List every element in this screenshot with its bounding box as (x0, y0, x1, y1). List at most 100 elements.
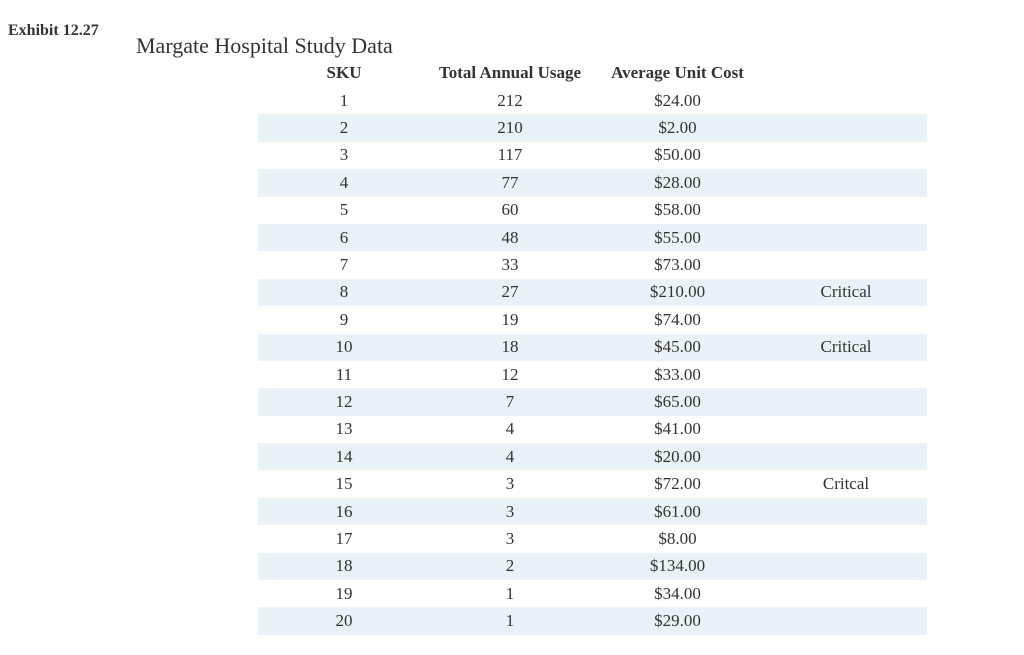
cell-cost: $24.00 (654, 90, 701, 110)
cell-usage: 1 (505, 611, 515, 631)
cell-usage: 60 (501, 200, 519, 220)
cell-sku: 19 (335, 583, 353, 603)
cell-cost: $28.00 (654, 172, 701, 192)
table-row: 1 212 $24.00 (258, 87, 927, 114)
table-row: 12 7 $65.00 (258, 388, 927, 416)
cell-cost: $2.00 (658, 118, 697, 138)
cell-cost: $55.00 (654, 227, 701, 247)
cell-sku: 12 (335, 391, 353, 411)
table-row: 10 18 $45.00 Critical (258, 333, 927, 361)
column-header-cost: Average Unit Cost (611, 63, 744, 82)
cell-note (765, 388, 927, 415)
table-row: 16 3 $61.00 (258, 497, 927, 526)
cell-usage: 3 (505, 474, 515, 494)
cell-note (765, 607, 927, 634)
cell-sku: 2 (339, 118, 349, 138)
cell-note (765, 553, 927, 580)
cell-cost: $72.00 (654, 474, 701, 494)
cell-cost: $61.00 (654, 501, 701, 521)
cell-note (765, 443, 927, 470)
cell-usage: 3 (505, 528, 515, 548)
cell-sku: 14 (335, 446, 353, 466)
cell-note (765, 197, 927, 224)
table-row: 11 12 $33.00 (258, 361, 927, 388)
cell-usage: 4 (505, 419, 515, 439)
cell-note (765, 498, 927, 525)
cell-note (765, 87, 927, 114)
cell-sku: 20 (335, 611, 353, 631)
cell-usage: 19 (501, 309, 519, 329)
cell-usage: 7 (505, 391, 515, 411)
cell-sku: 8 (339, 282, 349, 302)
cell-cost: $41.00 (654, 419, 701, 439)
cell-cost: $58.00 (654, 200, 701, 220)
exhibit-label: Exhibit 12.27 (8, 22, 99, 39)
cell-note (765, 306, 927, 333)
cell-sku: 6 (339, 227, 349, 247)
cell-usage: 117 (497, 145, 523, 165)
cell-cost: $50.00 (654, 145, 701, 165)
cell-note (765, 114, 927, 141)
table-row: 17 3 $8.00 (258, 525, 927, 552)
column-header-usage: Total Annual Usage (438, 63, 582, 82)
cell-sku: 17 (335, 528, 353, 548)
cell-note (765, 416, 927, 443)
cell-cost: $65.00 (654, 391, 701, 411)
column-header-sku: SKU (326, 63, 362, 82)
table-row: 4 77 $28.00 (258, 169, 927, 197)
cell-usage: 33 (501, 255, 519, 275)
cell-note (765, 525, 927, 552)
cell-sku: 13 (335, 419, 353, 439)
cell-note (765, 169, 927, 196)
table-body: 1 212 $24.00 2 210 $2.00 3 117 $50.00 4 … (258, 87, 927, 635)
header-row: SKU Total Annual Usage Average Unit Cost (258, 59, 927, 87)
cell-cost: $45.00 (654, 337, 701, 357)
cell-note: Critical (820, 337, 872, 357)
cell-sku: 15 (335, 474, 353, 494)
cell-cost: $73.00 (654, 255, 701, 275)
cell-sku: 11 (335, 364, 353, 384)
page-title: Margate Hospital Study Data (136, 33, 393, 58)
cell-note (765, 224, 927, 251)
cell-cost: $74.00 (654, 309, 701, 329)
table-row: 5 60 $58.00 (258, 197, 927, 224)
cell-sku: 9 (339, 309, 349, 329)
cell-sku: 4 (339, 172, 349, 192)
cell-usage: 27 (501, 282, 519, 302)
study-data-table: SKU Total Annual Usage Average Unit Cost… (258, 59, 927, 635)
table-row: 8 27 $210.00 Critical (258, 278, 927, 307)
table-row: 13 4 $41.00 (258, 416, 927, 443)
cell-note (765, 251, 927, 278)
table-header: SKU Total Annual Usage Average Unit Cost (258, 59, 927, 87)
cell-usage: 12 (501, 364, 519, 384)
table-row: 15 3 $72.00 Critcal (258, 470, 927, 497)
cell-sku: 7 (339, 255, 349, 275)
table-row: 3 117 $50.00 (258, 142, 927, 169)
cell-cost: $34.00 (654, 583, 701, 603)
cell-cost: $134.00 (649, 556, 706, 576)
cell-note (765, 142, 927, 169)
cell-usage: 2 (505, 556, 515, 576)
cell-note: Critical (820, 282, 872, 302)
cell-note: Critcal (822, 474, 870, 494)
cell-cost: $210.00 (649, 282, 706, 302)
cell-usage: 18 (501, 337, 519, 357)
cell-usage: 210 (497, 118, 523, 138)
cell-note (765, 580, 927, 607)
column-header-note (765, 59, 927, 87)
table-row: 20 1 $29.00 (258, 607, 927, 635)
cell-note (765, 361, 927, 388)
table-row: 19 1 $34.00 (258, 580, 927, 607)
table-row: 18 2 $134.00 (258, 552, 927, 581)
cell-sku: 10 (335, 337, 353, 357)
cell-usage: 3 (505, 501, 515, 521)
cell-sku: 1 (339, 90, 349, 110)
table-row: 2 210 $2.00 (258, 114, 927, 142)
table-row: 7 33 $73.00 (258, 251, 927, 278)
cell-cost: $20.00 (654, 446, 701, 466)
cell-cost: $8.00 (658, 528, 697, 548)
cell-usage: 4 (505, 446, 515, 466)
cell-usage: 212 (497, 90, 523, 110)
cell-sku: 5 (339, 200, 349, 220)
